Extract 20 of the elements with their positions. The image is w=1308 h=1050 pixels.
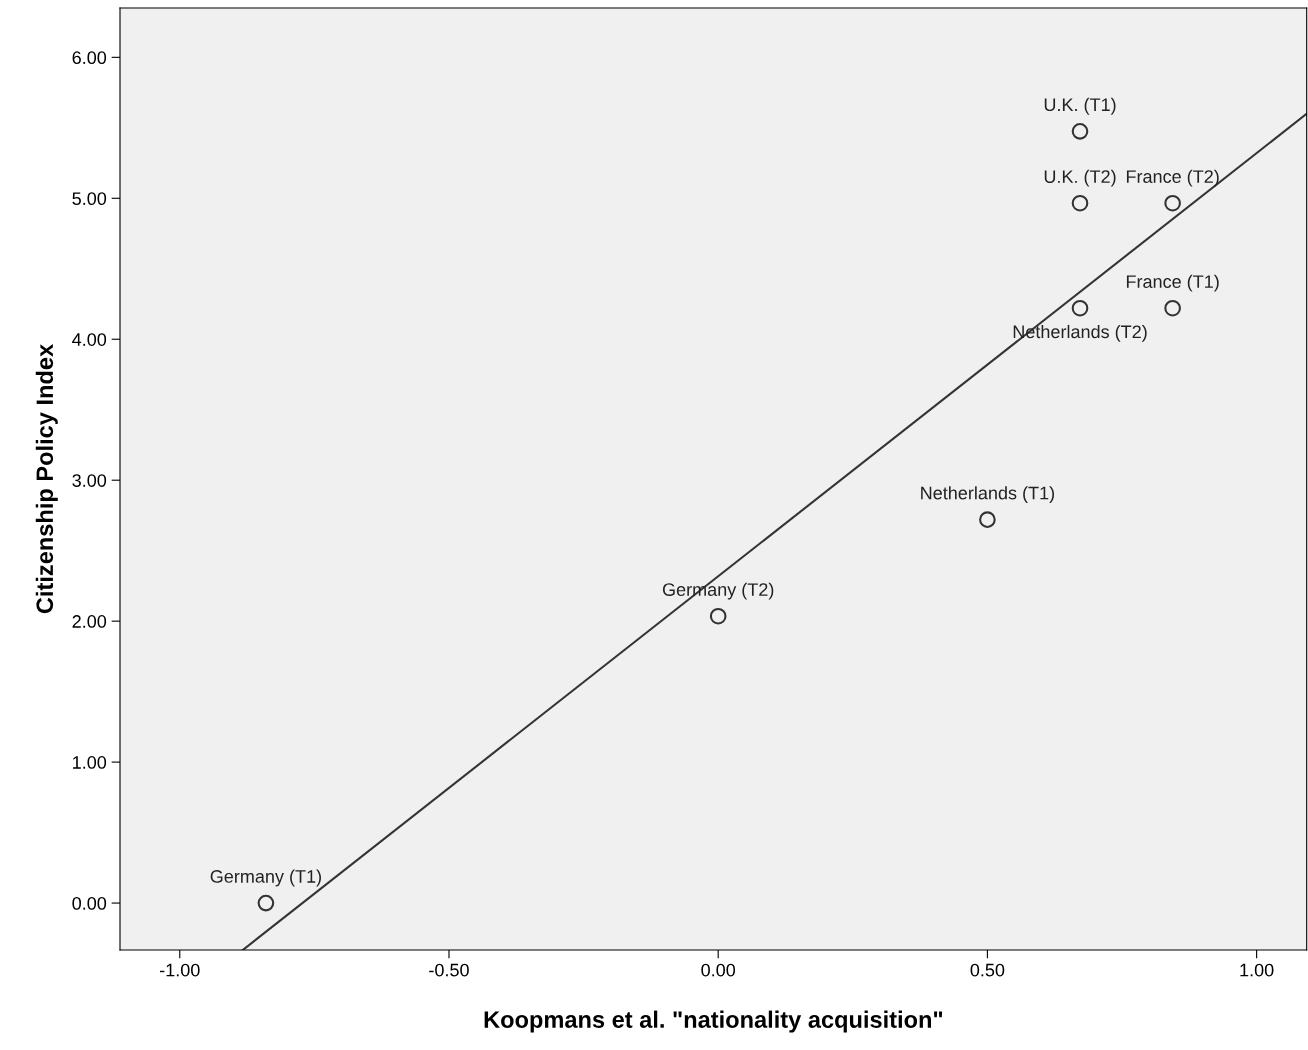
y-tick-label: 1.00	[73, 756, 107, 769]
x-tick-label: 1.00	[1240, 963, 1274, 977]
x-tick-label: -1.00	[159, 963, 200, 977]
data-label: Germany (T1)	[210, 869, 321, 887]
y-axis-title: Citizenship Policy Index	[35, 344, 58, 614]
x-tick-label: 0.00	[701, 963, 736, 977]
y-tick-label: 4.00	[72, 333, 107, 346]
y-tick-label: 2.00	[72, 615, 107, 628]
x-tick-label: 0.50	[970, 963, 1005, 977]
x-tick-label: -0.50	[429, 963, 469, 977]
data-label: Netherlands (T1)	[921, 486, 1055, 503]
x-axis-title: Koopmans et al. "nationality acquisition"	[484, 1010, 943, 1033]
data-label: France (T1)	[1126, 274, 1219, 292]
y-tick-label: 3.00	[72, 474, 107, 487]
y-tick-label: 5.00	[72, 192, 107, 206]
y-tick-label: 6.00	[72, 51, 107, 65]
data-label: U.K. (T1)	[1044, 97, 1116, 115]
data-label: U.K. (T2)	[1044, 169, 1116, 187]
data-label: France (T2)	[1126, 169, 1219, 187]
y-tick-label: 0.00	[72, 897, 107, 910]
